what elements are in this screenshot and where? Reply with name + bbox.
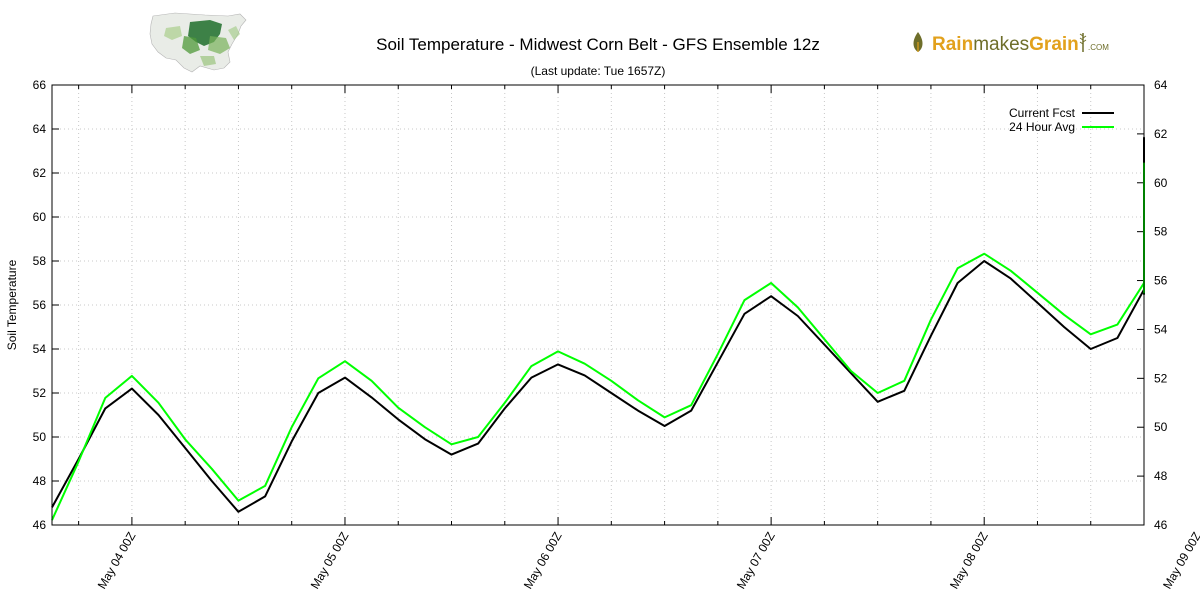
y2-tick-label: 52 [1154,371,1168,385]
y2-tick-label: 50 [1154,420,1168,434]
rainmakesgrain-logo: RainmakesGrain .COM [913,32,1109,55]
y2-tick-label: 46 [1154,518,1168,532]
y-tick-label: 56 [33,298,47,312]
us-map-icon [149,12,247,73]
y-tick-label: 48 [33,474,47,488]
legend-label-24-hour-avg: 24 Hour Avg [1009,120,1075,134]
y2-tick-label: 64 [1154,78,1168,92]
chart-subtitle: (Last update: Tue 1657Z) [531,64,666,78]
wheat-icon [913,32,923,52]
x-tick-label: May 07 00Z [734,530,778,592]
y2-tick-label: 62 [1154,127,1168,141]
y-tick-label: 52 [33,386,47,400]
y-tick-label: 60 [33,210,47,224]
legend-label-current-fcst: Current Fcst [1009,106,1076,120]
y-tick-label: 66 [33,78,47,92]
y2-tick-label: 58 [1154,225,1168,239]
y-axis-label: Soil Temperature [5,259,19,350]
y-tick-label: 62 [33,166,47,180]
data-series [51,136,1145,521]
x-tick-label: May 05 00Z [308,530,352,592]
y-tick-label: 50 [33,430,47,444]
x-tick-label: May 06 00Z [521,530,565,592]
grid-lines [52,85,1144,525]
axis-ticks: 46 48 50 52 54 56 58 60 62 64 66 46 48 50 52 54 56 58 60 62… [33,78,1200,591]
y-tick-label: 46 [33,518,47,532]
legend: Current Fcst 24 Hour Avg [1009,106,1114,134]
y2-tick-label: 60 [1154,176,1168,190]
x-tick-label: May 09 00Z [1160,530,1200,592]
series-line-current-fcst [51,136,1145,513]
svg-text:RainmakesGrain: RainmakesGrain [932,34,1079,55]
y2-tick-label: 56 [1154,274,1168,288]
y2-tick-label: 54 [1154,322,1168,336]
x-tick-label: May 04 00Z [95,530,139,592]
logo-text-grain: Grain [1029,34,1079,55]
logo-text-com: .COM [1088,43,1109,52]
chart-title: Soil Temperature - Midwest Corn Belt - G… [376,35,820,54]
y-tick-label: 58 [33,254,47,268]
logo-text-makes: makes [973,34,1029,55]
y-tick-label: 64 [33,122,47,136]
plot-frame [51,84,1145,526]
wheat-stalk-icon [1079,33,1087,52]
x-tick-label: May 08 00Z [947,530,991,592]
y2-tick-label: 48 [1154,469,1168,483]
y-tick-label: 54 [33,342,47,356]
logo-text-rain: Rain [932,34,973,55]
